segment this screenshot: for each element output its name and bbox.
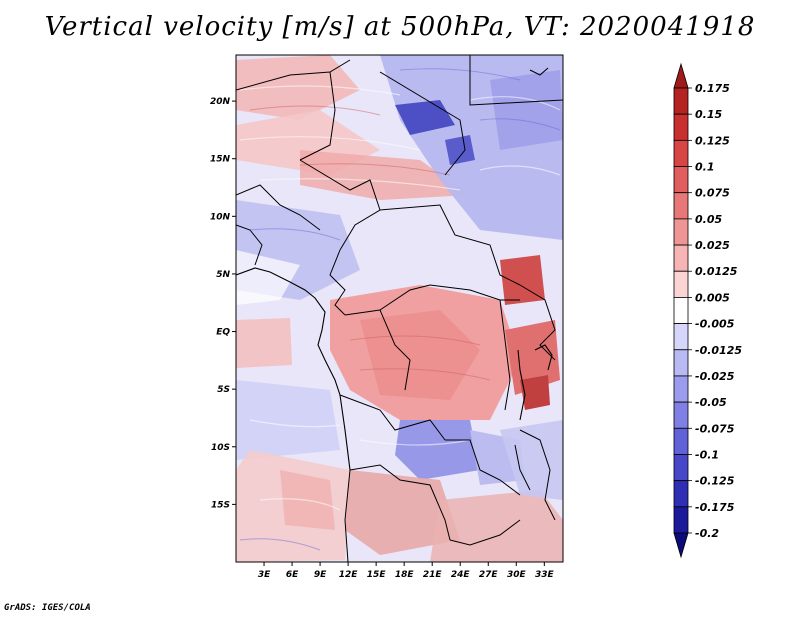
colorbar-swatch [673, 166, 689, 194]
colorbar-label: 0.125 [695, 134, 730, 147]
colorbar-label: 0.0125 [695, 265, 738, 278]
colorbar-label: 0.1 [695, 161, 715, 174]
colorbar-swatch [673, 401, 689, 429]
lon-tick-label: 3E [258, 570, 271, 580]
colorbar-swatch [673, 244, 689, 272]
colorbar-swatch [673, 375, 689, 403]
colorbar-label: 0.05 [695, 213, 722, 226]
lon-tick-label: 27E [479, 570, 499, 580]
colorbar-label: 0.175 [695, 82, 730, 95]
colorbar-label: 0.075 [695, 187, 730, 200]
colorbar-bottom-arrow [673, 532, 689, 559]
lat-tick-label: 10N [210, 212, 231, 222]
colorbar-label: -0.05 [695, 396, 727, 409]
colorbar-top-arrow [673, 62, 689, 89]
colorbar-label: -0.075 [695, 422, 735, 435]
lat-tick-label: 10S [211, 443, 230, 453]
country-borders [236, 55, 563, 562]
colorbar-label: -0.1 [695, 448, 719, 461]
lon-tick-label: 33E [535, 570, 555, 580]
colorbar-label: -0.2 [695, 527, 719, 540]
lon-tick-label: 24E [451, 570, 471, 580]
map-title: Vertical velocity [m/s] at 500hPa, VT: 2… [44, 12, 756, 42]
colorbar-swatch [673, 323, 689, 351]
colorbar-swatch [673, 297, 689, 324]
colorbar-label: -0.025 [695, 370, 735, 383]
colorbar-label: 0.025 [695, 239, 730, 252]
colorbar-swatch [673, 480, 689, 508]
lat-tick-label: 15N [210, 155, 231, 165]
colorbar-swatch [673, 192, 689, 220]
latitude-ticks: 20N 15N 10N 5N EQ 5S 10S 15S [210, 97, 236, 510]
grads-credit: GrADS: IGES/COLA [4, 603, 91, 613]
colorbar-swatch [673, 113, 689, 141]
lat-tick-label: 20N [210, 97, 231, 107]
lon-tick-label: 30E [507, 570, 527, 580]
colorbar-swatch [673, 87, 689, 115]
lat-tick-label: 5N [216, 270, 230, 280]
lon-tick-label: 9E [314, 570, 327, 580]
map-frame [235, 54, 564, 563]
lon-tick-label: 21E [423, 570, 443, 580]
lon-tick-label: 12E [339, 570, 359, 580]
lon-tick-label: 18E [395, 570, 415, 580]
longitude-ticks: 3E 6E 9E 12E 15E 18E 21E 24E 27E 30E 33E [258, 562, 555, 580]
colorbar-label: 0.005 [695, 291, 730, 304]
velocity-field [236, 55, 563, 562]
lat-tick-label: EQ [216, 328, 230, 338]
colorbar-label: -0.005 [695, 318, 735, 331]
colorbar-swatch [673, 139, 689, 167]
colorbar-swatch [673, 270, 689, 298]
colorbar-swatch [673, 427, 689, 455]
lat-tick-label: 15S [211, 500, 230, 510]
colorbar: 0.175 0.15 0.125 0.1 0.075 0.05 0.025 0.0125 0.0… [673, 62, 742, 559]
colorbar-swatch [673, 454, 689, 482]
lon-tick-label: 15E [367, 570, 387, 580]
lon-tick-label: 6E [286, 570, 299, 580]
colorbar-swatch [673, 506, 689, 534]
lat-tick-label: 5S [217, 385, 230, 395]
colorbar-label: 0.15 [695, 108, 722, 121]
colorbar-label: -0.0125 [695, 344, 742, 357]
coastline [236, 67, 553, 471]
colorbar-label: -0.175 [695, 501, 735, 514]
colorbar-swatch [673, 349, 689, 377]
colorbar-label: -0.125 [695, 475, 735, 488]
colorbar-swatch [673, 218, 689, 246]
